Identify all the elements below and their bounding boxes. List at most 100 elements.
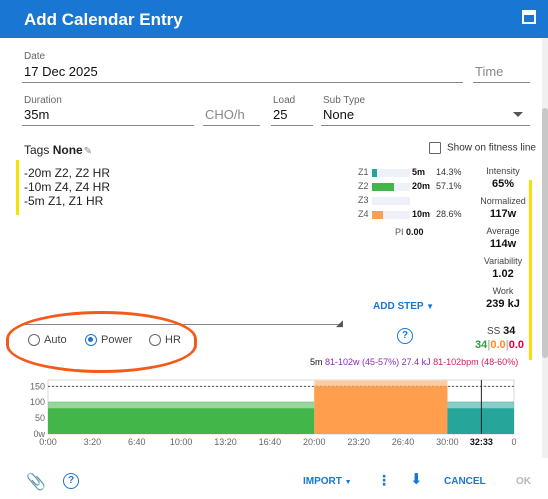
chart-x-tick-label: 16:40 [259, 437, 282, 447]
pencil-icon[interactable]: ✎ [83, 146, 93, 157]
chart-x-tick-label: 26:40 [392, 437, 415, 447]
fitness-line-checkbox[interactable] [429, 142, 441, 154]
highlight-circle [6, 311, 197, 373]
paperclip-icon[interactable]: 📎 [26, 474, 46, 491]
summary-power: 81-102w (45-57%) [325, 357, 400, 367]
zone-percent: 28.6% [436, 209, 462, 219]
tags-row[interactable]: Tags None✎ [24, 143, 92, 157]
ss-breakdown: 34|0.0|0.0 [475, 339, 524, 351]
ss-score: SS 34 [487, 325, 515, 337]
stat-value: 1.02 [492, 268, 514, 280]
download-icon[interactable]: ⬇ [410, 471, 423, 488]
date-label: Date [24, 51, 46, 62]
stat-value: 65% [491, 178, 515, 190]
tags-label: Tags [24, 143, 50, 157]
stat-label: Work [492, 286, 514, 296]
chart-x-tick-label: 0:00 [39, 437, 57, 447]
summary-duration: 5m [310, 357, 323, 367]
chart-x-tick-label: 23:20 [347, 437, 370, 447]
chart-step-bar [314, 386, 448, 434]
add-step-button[interactable]: ADD STEP ▼ [373, 301, 434, 312]
zone-label: Z2 [358, 181, 369, 191]
stat-label: Variability [483, 256, 523, 266]
zone-label: Z3 [358, 195, 369, 205]
cancel-button[interactable]: CANCEL [444, 476, 486, 487]
cho-field[interactable]: CHO/h [205, 107, 245, 122]
ss-part-2: 0.0 [490, 339, 506, 351]
zone-percent: 57.1% [436, 181, 462, 191]
workout-chart[interactable]: 150 100 50 0w0:00 3:20 6:40 10:00 13:20 16:40 20:… [0, 372, 548, 450]
zone-time: 10m [412, 209, 431, 219]
summary-hr: 81-102bpm (48-60%) [433, 357, 519, 367]
bottom-bar: 📎 ? IMPORT ▼ ⋮ ⬇ CANCEL OK [0, 468, 548, 499]
pi-number: 0.00 [406, 227, 424, 237]
help-icon[interactable]: ? [63, 473, 79, 489]
time-field[interactable]: Time [475, 64, 504, 79]
scrollbar[interactable] [542, 38, 548, 458]
chart-x-tick-label: 6:40 [128, 437, 146, 447]
date-underline [22, 82, 463, 83]
maximize-icon[interactable] [522, 10, 536, 24]
ok-button[interactable]: OK [516, 476, 531, 487]
stat-label: Intensity [486, 166, 520, 176]
load-field[interactable]: 25 [273, 107, 288, 122]
chevron-down-icon[interactable] [513, 112, 523, 117]
zone-time: 20m [412, 181, 431, 191]
import-label: IMPORT [303, 476, 342, 487]
chart-y-tick-label: 0w [33, 429, 45, 439]
load-label: Load [273, 95, 296, 106]
zone-bar [372, 211, 383, 219]
stat-value: 114w [489, 238, 517, 250]
chart-step-bar [447, 408, 514, 434]
more-vert-icon[interactable]: ⋮ [377, 472, 391, 488]
chart-x-tick-label: 0 [511, 437, 516, 447]
highlight-mark-right [529, 180, 532, 360]
load-underline [271, 125, 313, 126]
summary-work: 27.4 kJ [401, 357, 431, 367]
chart-x-tick-label: 32:33 [470, 437, 493, 447]
ss-part-3: 0.0 [508, 339, 524, 351]
fitness-line-toggle[interactable]: Show on fitness line [429, 142, 536, 154]
cho-underline [203, 125, 260, 126]
chart-x-tick-label: 20:00 [303, 437, 326, 447]
chart-step-bar [48, 408, 315, 434]
duration-underline [22, 125, 194, 126]
workout-text[interactable]: -20m Z2, Z2 HR -10m Z4, Z4 HR -5m Z1, Z1… [24, 166, 111, 208]
zone-label: Z4 [358, 209, 369, 219]
caret-down-icon: ▼ [426, 302, 435, 311]
resize-handle-icon[interactable]: ◢ [336, 318, 343, 328]
help-icon[interactable]: ? [397, 328, 413, 344]
zone-bar [372, 183, 394, 191]
highlight-mark-left [16, 160, 19, 215]
chart-y-tick-label: 150 [30, 381, 45, 391]
chart-y-tick-label: 100 [30, 397, 45, 407]
stat-value: 239 kJ [486, 298, 520, 310]
chart-x-tick-label: 10:00 [170, 437, 193, 447]
tags-value: None [52, 143, 83, 157]
sub-type-underline [321, 125, 530, 126]
stat-label: Average [486, 226, 520, 236]
chart-y-tick-label: 50 [35, 413, 45, 423]
zone-track [372, 197, 410, 205]
add-step-label: ADD STEP [373, 301, 424, 312]
stats-panel: Intensity 65% Normalized 117w Average 11… [472, 166, 534, 310]
zone-time: 5m [412, 167, 426, 177]
fitness-line-label: Show on fitness line [447, 142, 536, 154]
chart-x-tick-label: 30:00 [436, 437, 459, 447]
zone-percent: 14.3% [436, 167, 462, 177]
stat-label: Normalized [480, 196, 526, 206]
stat-value: 117w [489, 208, 517, 220]
pi-value: PI 0.00 [395, 227, 424, 237]
zone-track [372, 183, 410, 191]
ss-value: 34 [503, 325, 516, 337]
import-button[interactable]: IMPORT ▼ [303, 476, 352, 487]
date-field[interactable]: 17 Dec 2025 [24, 64, 98, 79]
duration-field[interactable]: 35m [24, 107, 50, 122]
scrollbar-thumb[interactable] [542, 108, 548, 358]
dialog-titlebar: Add Calendar Entry [0, 0, 548, 38]
time-underline [473, 82, 530, 83]
duration-label: Duration [24, 95, 62, 106]
ss-label: SS [487, 326, 501, 337]
sub-type-select[interactable]: None [323, 107, 355, 122]
zone-track [372, 169, 410, 177]
